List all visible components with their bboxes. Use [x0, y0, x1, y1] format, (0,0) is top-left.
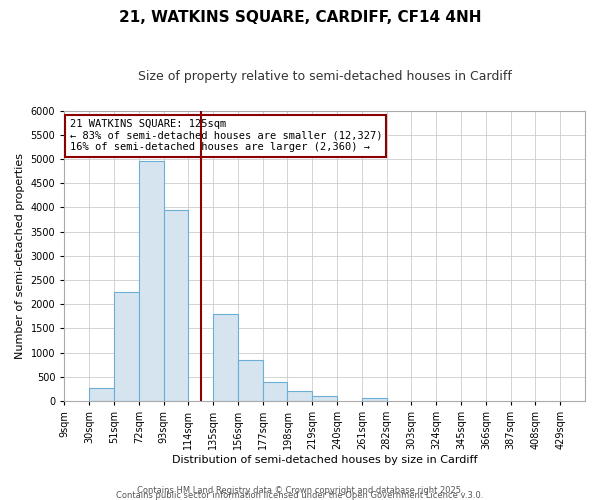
Bar: [114, 292, 139, 401]
Y-axis label: Number of semi-detached properties: Number of semi-detached properties: [15, 153, 25, 359]
Bar: [139, 162, 164, 401]
Bar: [263, 382, 287, 401]
Text: Contains HM Land Registry data © Crown copyright and database right 2025.: Contains HM Land Registry data © Crown c…: [137, 486, 463, 495]
Bar: [89, 388, 114, 401]
Text: 21 WATKINS SQUARE: 125sqm
← 83% of semi-detached houses are smaller (12,327)
16%: 21 WATKINS SQUARE: 125sqm ← 83% of semi-…: [70, 120, 382, 152]
Bar: [362, 398, 386, 401]
Bar: [312, 396, 337, 401]
Bar: [213, 314, 238, 401]
Title: Size of property relative to semi-detached houses in Cardiff: Size of property relative to semi-detach…: [138, 70, 512, 83]
Text: Contains public sector information licensed under the Open Government Licence v.: Contains public sector information licen…: [116, 491, 484, 500]
Bar: [164, 210, 188, 401]
Bar: [238, 360, 263, 401]
Bar: [287, 391, 312, 401]
X-axis label: Distribution of semi-detached houses by size in Cardiff: Distribution of semi-detached houses by …: [172, 455, 478, 465]
Text: 21, WATKINS SQUARE, CARDIFF, CF14 4NH: 21, WATKINS SQUARE, CARDIFF, CF14 4NH: [119, 10, 481, 25]
